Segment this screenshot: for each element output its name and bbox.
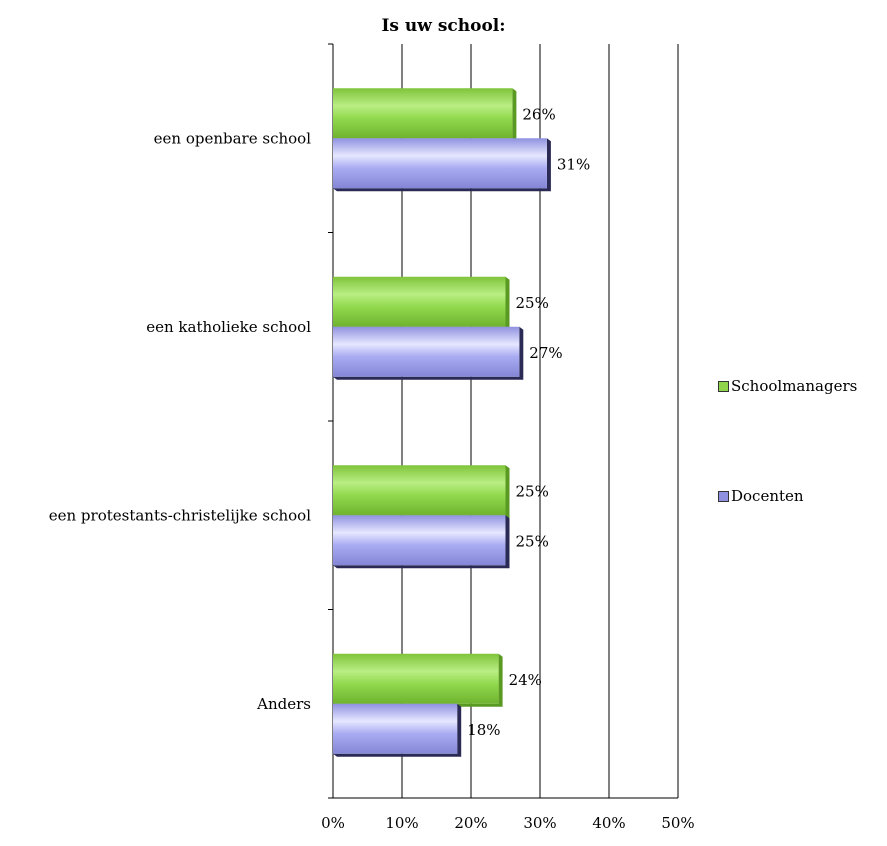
category-label: een protestants-christelijke school — [49, 506, 311, 524]
bar — [333, 88, 513, 139]
bar — [333, 276, 506, 327]
x-tick-label: 0% — [321, 814, 345, 832]
chart-title: Is uw school: — [381, 16, 506, 36]
data-label: 25% — [516, 482, 549, 500]
legend-label-docenten: Docenten — [731, 487, 804, 505]
legend-swatch-docenten — [718, 490, 729, 502]
bar — [333, 515, 506, 566]
category-label: Anders — [256, 695, 311, 713]
data-label: 24% — [509, 671, 542, 689]
x-tick-label: 20% — [454, 814, 487, 832]
data-label: 31% — [557, 155, 590, 173]
x-tick-label: 50% — [661, 814, 694, 832]
data-label: 25% — [516, 294, 549, 312]
bar — [333, 326, 520, 377]
bar — [333, 465, 506, 516]
data-label: 26% — [522, 105, 555, 123]
data-label: 25% — [516, 532, 549, 550]
data-label: 27% — [529, 344, 562, 362]
x-tick-label: 40% — [592, 814, 625, 832]
bar — [333, 138, 547, 189]
x-tick-label: 10% — [385, 814, 418, 832]
legend-swatch-schoolmanagers — [718, 380, 729, 392]
category-label: een katholieke school — [146, 318, 311, 336]
legend: Schoolmanagers Docenten — [718, 376, 857, 506]
data-label: 18% — [467, 721, 500, 739]
legend-label-schoolmanagers: Schoolmanagers — [731, 377, 858, 395]
legend-item-docenten: Docenten — [718, 486, 857, 506]
bar — [333, 653, 499, 704]
legend-item-schoolmanagers: Schoolmanagers — [718, 376, 857, 396]
bar — [333, 703, 458, 754]
category-label: een openbare school — [154, 129, 312, 147]
x-tick-label: 30% — [523, 814, 556, 832]
